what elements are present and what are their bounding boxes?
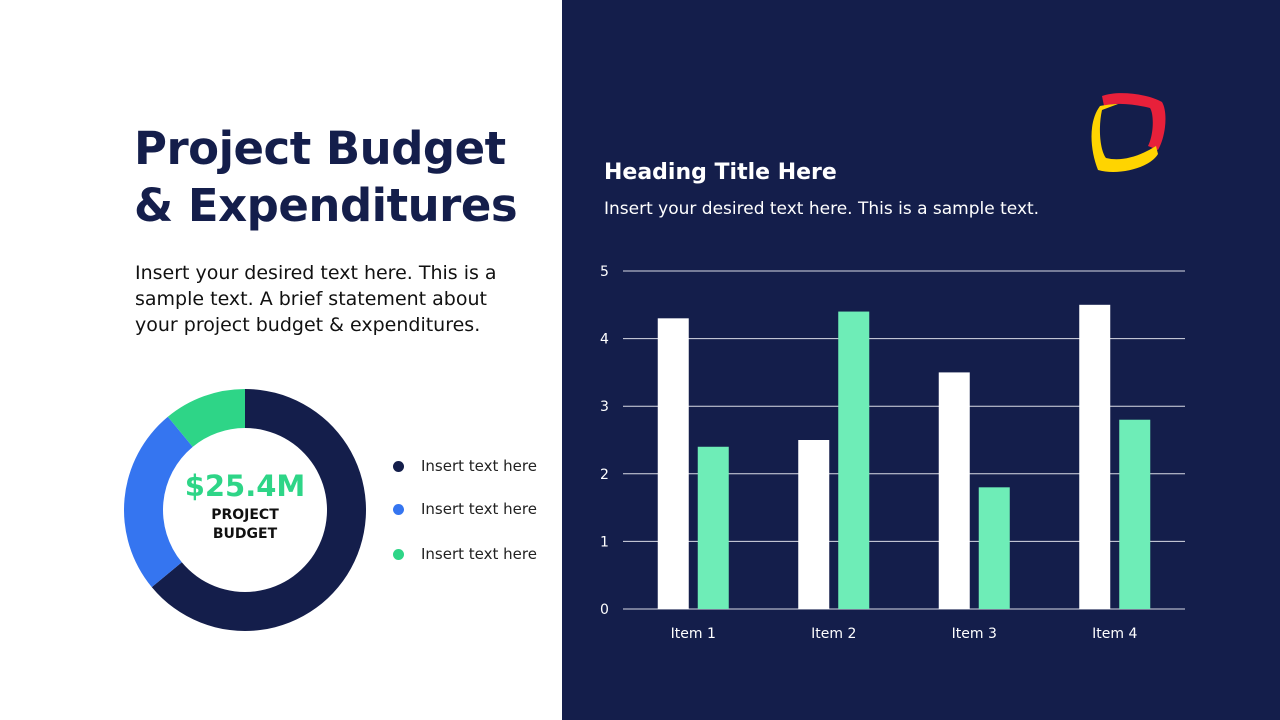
legend-item: Insert text here (393, 543, 537, 565)
legend-dot-icon (393, 460, 404, 472)
y-tick-label: 5 (600, 264, 609, 280)
legend-label: Insert text here (421, 457, 537, 475)
budget-amount: $25.4M (184, 468, 306, 503)
page-title: Project Budget & Expenditures (134, 120, 518, 234)
brand-logo-icon (1091, 93, 1166, 173)
budget-label-line-1: PROJECT (211, 506, 279, 523)
x-tick-label: Item 3 (952, 626, 997, 642)
donut-segment (151, 389, 366, 631)
bar-chart: 0 1 2 3 4 5 Item 1 Item 2 Item 3 Item 4 (600, 264, 1185, 642)
legend-item: Insert text here (393, 455, 537, 477)
donut-legend: Insert text here Insert text here Insert… (393, 455, 537, 586)
legend-label: Insert text here (421, 545, 537, 563)
y-tick-label: 2 (600, 467, 609, 483)
donut-center: $25.4M PROJECT BUDGET (124, 389, 366, 631)
budget-label: PROJECT BUDGET (211, 506, 279, 544)
bar (938, 372, 970, 609)
x-tick-label: Item 1 (671, 626, 716, 642)
bar (1079, 304, 1111, 609)
x-tick-label: Item 4 (1092, 626, 1137, 642)
bar (978, 487, 1010, 609)
y-tick-label: 1 (600, 534, 609, 550)
legend-dot-icon (393, 548, 404, 560)
bar (838, 311, 870, 609)
bar (697, 446, 729, 609)
bar (798, 440, 830, 609)
y-tick-label: 4 (600, 332, 609, 348)
y-tick-label: 0 (600, 602, 609, 618)
chart-subheading: Insert your desired text here. This is a… (604, 199, 1040, 219)
legend-label: Insert text here (421, 500, 537, 518)
y-tick-label: 3 (600, 399, 609, 415)
title-line-1: Project Budget (134, 122, 506, 175)
budget-donut-chart (124, 389, 366, 631)
donut-segment (124, 416, 193, 588)
donut-segment (167, 389, 245, 447)
chart-heading: Heading Title Here (604, 160, 837, 185)
bar (657, 318, 689, 609)
description-text: Insert your desired text here. This is a… (135, 262, 497, 336)
title-line-2: & Expenditures (134, 179, 518, 232)
budget-label-line-2: BUDGET (212, 525, 278, 542)
legend-dot-icon (393, 503, 404, 515)
x-tick-label: Item 2 (811, 626, 856, 642)
legend-item: Insert text here (393, 498, 537, 520)
bar (1119, 419, 1151, 609)
